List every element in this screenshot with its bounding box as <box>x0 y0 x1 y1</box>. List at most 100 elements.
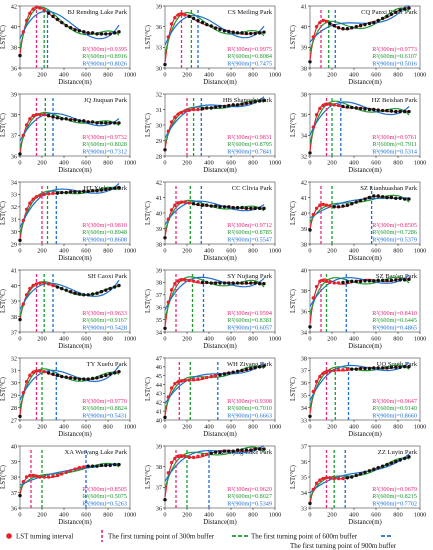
data-point-turning <box>176 380 180 384</box>
data-point <box>60 286 64 291</box>
chart-panel: 38 39 40 41 42 0 200 400 600 800 1000 Distance(m) LS… <box>145 179 281 262</box>
r2-label: R²(900m)=0.7841 <box>227 148 272 155</box>
data-point <box>18 152 22 156</box>
fit-900-curve <box>19 279 120 310</box>
data-point <box>345 476 350 480</box>
r2-label: R²(900m)=0.7312 <box>82 148 127 155</box>
r2-label: R²(600m)=0.6445 <box>372 317 417 324</box>
x-tick-label: 0 <box>163 160 166 167</box>
x-tick-label: 1000 <box>414 512 427 519</box>
data-point <box>385 278 389 283</box>
y-tick-label: 40 <box>301 267 307 274</box>
data-point-turning <box>31 114 35 118</box>
data-point <box>209 281 213 285</box>
data-point-turning <box>21 218 25 223</box>
data-point-turning <box>205 452 209 456</box>
data-point-turning <box>24 379 29 384</box>
data-point <box>398 196 402 200</box>
y-axis-label: LST(°C) <box>290 113 297 137</box>
data-point <box>308 60 312 64</box>
x-tick-label: 1000 <box>124 512 137 519</box>
data-point <box>380 464 385 468</box>
x-tick-label: 0 <box>308 160 311 167</box>
x-axis-label: Distance(m) <box>58 431 92 438</box>
data-point <box>308 228 312 232</box>
data-point <box>218 205 222 209</box>
data-point <box>60 190 64 195</box>
y-tick-label: 38 <box>11 314 17 321</box>
chart-panel: 32 34 36 38 0 200 400 600 800 1000 Distance(m) LST(… <box>290 91 426 174</box>
data-point-turning <box>179 278 184 282</box>
data-point <box>402 197 407 201</box>
y-tick-label: 36 <box>301 459 307 466</box>
data-point <box>82 377 86 381</box>
data-point <box>372 194 376 198</box>
y-tick-label: 33 <box>301 505 307 512</box>
data-point <box>235 369 240 373</box>
data-point-turning <box>324 203 329 207</box>
data-point <box>95 32 99 36</box>
data-point <box>257 447 262 451</box>
data-point-turning <box>328 204 332 208</box>
data-point-turning <box>176 112 180 116</box>
chart-title: CC Clivia Park <box>232 185 273 192</box>
y-tick-label: 37 <box>301 368 307 375</box>
data-point <box>257 99 262 103</box>
y-tick-label: 36 <box>11 65 17 72</box>
y-tick-label: 39 <box>156 226 162 233</box>
data-point <box>99 121 104 125</box>
data-point-turning <box>191 378 196 382</box>
data-point <box>77 29 82 33</box>
data-point-turning <box>60 472 64 476</box>
data-point <box>86 377 90 381</box>
x-tick-label: 600 <box>226 336 235 343</box>
r2-label: R²(300m)=0.9308 <box>227 398 272 405</box>
y-tick-label: 31 <box>11 368 17 375</box>
data-point <box>367 279 372 283</box>
chart-title: XA Weiyang Lake Park <box>64 449 127 456</box>
y-tick-label: 36 <box>156 24 162 31</box>
data-point <box>367 195 372 200</box>
data-point <box>262 281 266 286</box>
data-point-turning <box>179 12 184 16</box>
data-point <box>363 279 367 283</box>
data-point-turning <box>332 103 336 107</box>
x-tick-label: 0 <box>308 512 311 519</box>
x-tick-label: 1000 <box>124 424 137 431</box>
x-tick-label: 600 <box>81 248 90 255</box>
data-point <box>350 202 354 206</box>
data-point-turning <box>42 281 46 285</box>
data-point <box>367 21 372 26</box>
data-point-turning <box>318 279 322 284</box>
y-tick-label: 39 <box>11 91 17 98</box>
data-point-turning <box>183 378 187 383</box>
data-point-turning <box>166 395 170 399</box>
data-point <box>117 30 121 34</box>
x-tick-label: 200 <box>327 336 336 343</box>
x-axis-label: Distance(m) <box>203 519 237 526</box>
data-point <box>389 12 394 16</box>
x-tick-label: 0 <box>163 248 166 255</box>
data-point-turning <box>28 117 32 121</box>
data-point-turning <box>336 281 341 285</box>
data-point <box>205 106 209 110</box>
data-point <box>253 366 257 370</box>
data-point-turning <box>51 283 55 288</box>
x-tick-label: 400 <box>204 336 213 343</box>
data-point <box>227 281 231 285</box>
data-point <box>222 281 227 285</box>
data-point <box>231 103 235 107</box>
data-point-turning <box>209 374 213 379</box>
data-point <box>367 366 372 371</box>
y-tick-label: 36 <box>11 505 17 512</box>
data-point-turning <box>51 191 55 195</box>
data-point <box>257 365 262 369</box>
y-tick-label: 36 <box>301 309 307 316</box>
x-tick-label: 800 <box>103 248 112 255</box>
data-point-turning <box>173 456 177 461</box>
y-tick-label: 35 <box>301 474 307 481</box>
y-tick-label: 37 <box>301 443 307 450</box>
data-point <box>350 475 354 479</box>
r2-label: R²(600m)=0.5075 <box>82 493 127 500</box>
data-point-turning <box>169 386 174 390</box>
